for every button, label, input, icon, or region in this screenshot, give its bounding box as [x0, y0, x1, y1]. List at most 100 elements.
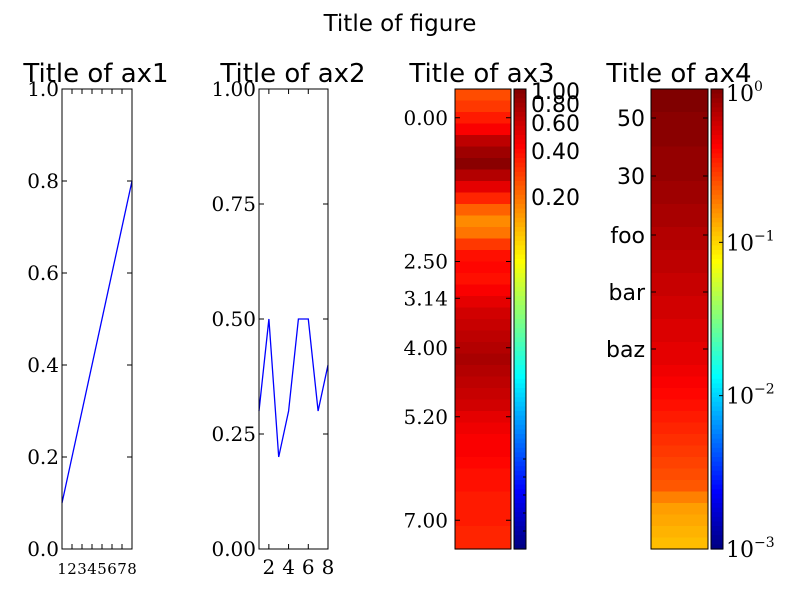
- colorbar-step: [711, 181, 723, 187]
- colorbar-step: [514, 259, 526, 265]
- colorbar-step: [711, 282, 723, 288]
- colorbar-step: [711, 162, 723, 168]
- colorbar-step: [711, 470, 723, 476]
- ax4-colorbar-frame: [710, 88, 724, 550]
- heatmap-cell: [651, 468, 708, 481]
- ytick-label: foo: [610, 224, 645, 249]
- colorbar-step: [711, 176, 723, 182]
- colorbar-step: [514, 135, 526, 141]
- colorbar-step: [514, 328, 526, 334]
- colorbar-step: [711, 328, 723, 334]
- colorbar-step: [711, 102, 723, 108]
- heatmap-cell: [651, 158, 708, 171]
- colorbar-step: [514, 342, 526, 348]
- colorbar-step: [514, 139, 526, 145]
- colorbar-step: [711, 190, 723, 196]
- colorbar-step: [711, 89, 723, 95]
- colorbar-step: [711, 461, 723, 467]
- heatmap-cell: [651, 169, 708, 182]
- colorbar-step: [514, 194, 526, 200]
- colorbar-step: [711, 277, 723, 283]
- colorbar-step: [711, 539, 723, 545]
- colorbar-step: [514, 365, 526, 371]
- ytick-label: bar: [609, 281, 646, 306]
- colorbar-tick-label: 10−3: [726, 535, 775, 563]
- colorbar-step: [514, 489, 526, 495]
- colorbar-step: [711, 254, 723, 260]
- xtick-label: 8: [322, 555, 335, 579]
- colorbar-step: [514, 89, 526, 95]
- colorbar-step: [711, 397, 723, 403]
- heatmap-cell: [455, 365, 511, 378]
- xtick-label: 6: [302, 555, 315, 579]
- ax2-series-line: [258, 318, 329, 458]
- heatmap-cell: [651, 376, 708, 389]
- ytick-label: 50: [617, 107, 645, 132]
- heatmap-cell: [651, 146, 708, 159]
- colorbar-step: [514, 512, 526, 518]
- colorbar-step: [711, 300, 723, 306]
- colorbar-step: [711, 420, 723, 426]
- colorbar-step: [514, 470, 526, 476]
- heatmap-cell: [651, 399, 708, 412]
- colorbar-step: [514, 397, 526, 403]
- ytick-label: 3.14: [403, 286, 448, 310]
- colorbar-step: [514, 406, 526, 412]
- colorbar-step: [711, 199, 723, 205]
- colorbar-step: [711, 273, 723, 279]
- colorbar-step: [711, 493, 723, 499]
- ytick-label: baz: [606, 338, 645, 363]
- heatmap-cell: [455, 388, 511, 401]
- colorbar-tick-base: 10: [726, 231, 754, 256]
- colorbar-step: [711, 144, 723, 150]
- heatmap-cell: [651, 204, 708, 217]
- ax4-colorbar: [711, 89, 723, 550]
- colorbar-step: [514, 480, 526, 486]
- colorbar-step: [514, 144, 526, 150]
- colorbar-step: [514, 457, 526, 463]
- heatmap-cell: [651, 330, 708, 343]
- colorbar-step: [711, 213, 723, 219]
- colorbar-step: [711, 296, 723, 302]
- ytick-label: 7.00: [403, 508, 448, 532]
- colorbar-step: [711, 208, 723, 214]
- colorbar-step: [514, 167, 526, 173]
- xtick-label: 2: [262, 555, 275, 579]
- colorbar-step: [711, 125, 723, 131]
- xtick-label: 4: [282, 555, 295, 579]
- ytick-label: 0.0: [27, 537, 59, 561]
- colorbar-tick-exponent: −3: [754, 535, 775, 551]
- heatmap-cell: [651, 215, 708, 228]
- heatmap-cell: [455, 89, 511, 102]
- colorbar-step: [711, 392, 723, 398]
- colorbar-step: [514, 162, 526, 168]
- colorbar-tick-label: 0.20: [531, 186, 580, 211]
- heatmap-cell: [651, 307, 708, 320]
- colorbar-step: [514, 254, 526, 260]
- colorbar-step: [514, 355, 526, 361]
- colorbar-step: [514, 521, 526, 527]
- colorbar-tick-label: 10−1: [726, 228, 775, 256]
- colorbar-step: [514, 323, 526, 329]
- colorbar-step: [711, 167, 723, 173]
- colorbar-step: [711, 369, 723, 375]
- ytick-label: 2.50: [403, 250, 448, 274]
- colorbar-step: [514, 98, 526, 104]
- ytick-label: 30: [617, 165, 645, 190]
- colorbar-tick-base: 10: [726, 385, 754, 410]
- colorbar-step: [514, 273, 526, 279]
- heatmap-cell: [651, 503, 708, 516]
- heatmap-cell: [455, 537, 511, 550]
- colorbar-step: [711, 443, 723, 449]
- heatmap-cell: [651, 537, 708, 550]
- ax4-heatmap-image: [651, 89, 708, 550]
- ax3-colorbar: [514, 89, 526, 550]
- colorbar-step: [514, 526, 526, 532]
- colorbar-step: [711, 309, 723, 315]
- colorbar-step: [514, 305, 526, 311]
- colorbar-step: [514, 213, 526, 219]
- colorbar-step: [711, 245, 723, 251]
- heatmap-cell: [455, 342, 511, 355]
- colorbar-step: [711, 526, 723, 532]
- colorbar-step: [514, 268, 526, 274]
